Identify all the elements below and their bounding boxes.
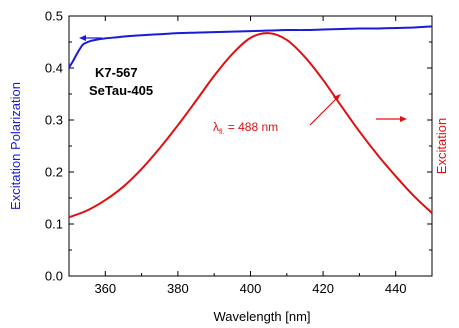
excitation-curve bbox=[68, 32, 433, 219]
sample-name-line2: SeTau-405 bbox=[89, 83, 153, 98]
y-tick-label-3: 0.3 bbox=[45, 113, 63, 128]
y-axis-label-left: Excitation Polarization bbox=[8, 82, 23, 210]
right-axis-arrow-icon bbox=[376, 116, 407, 122]
y-tick-label-4: 0.4 bbox=[45, 61, 63, 76]
plot-frame bbox=[68, 15, 433, 277]
y-tick-label-0: 0.0 bbox=[45, 269, 63, 284]
left-axis-arrow-icon bbox=[79, 35, 102, 41]
polarization-curve bbox=[68, 25, 433, 69]
curve-pointer-arrow-icon bbox=[309, 94, 341, 126]
lambda-subscript: fl. bbox=[219, 129, 225, 136]
x-axis-label: Wavelength [nm] bbox=[213, 309, 310, 324]
x-tick-label-4: 440 bbox=[385, 281, 407, 296]
axes-layer: 360 380 400 420 440 0.0 0.1 0.2 0.3 0.4 0.5 bbox=[45, 9, 433, 296]
y-tick-label-1: 0.1 bbox=[45, 217, 63, 232]
y-tick-label-5: 0.5 bbox=[45, 9, 63, 24]
x-tick-label-1: 380 bbox=[167, 281, 189, 296]
x-tick-label-3: 420 bbox=[312, 281, 334, 296]
sample-name-line1: K7-567 bbox=[95, 65, 138, 80]
lambda-symbol: λ bbox=[213, 120, 219, 134]
lambda-label: λfl. = 488 nm bbox=[213, 120, 278, 136]
x-tick-label-0: 360 bbox=[94, 281, 116, 296]
lambda-value: = 488 nm bbox=[224, 120, 278, 134]
y-tick-label-2: 0.2 bbox=[45, 165, 63, 180]
x-tick-label-2: 400 bbox=[240, 281, 262, 296]
series-layer bbox=[68, 25, 433, 219]
y-axis-label-right: Excitation bbox=[434, 118, 449, 174]
